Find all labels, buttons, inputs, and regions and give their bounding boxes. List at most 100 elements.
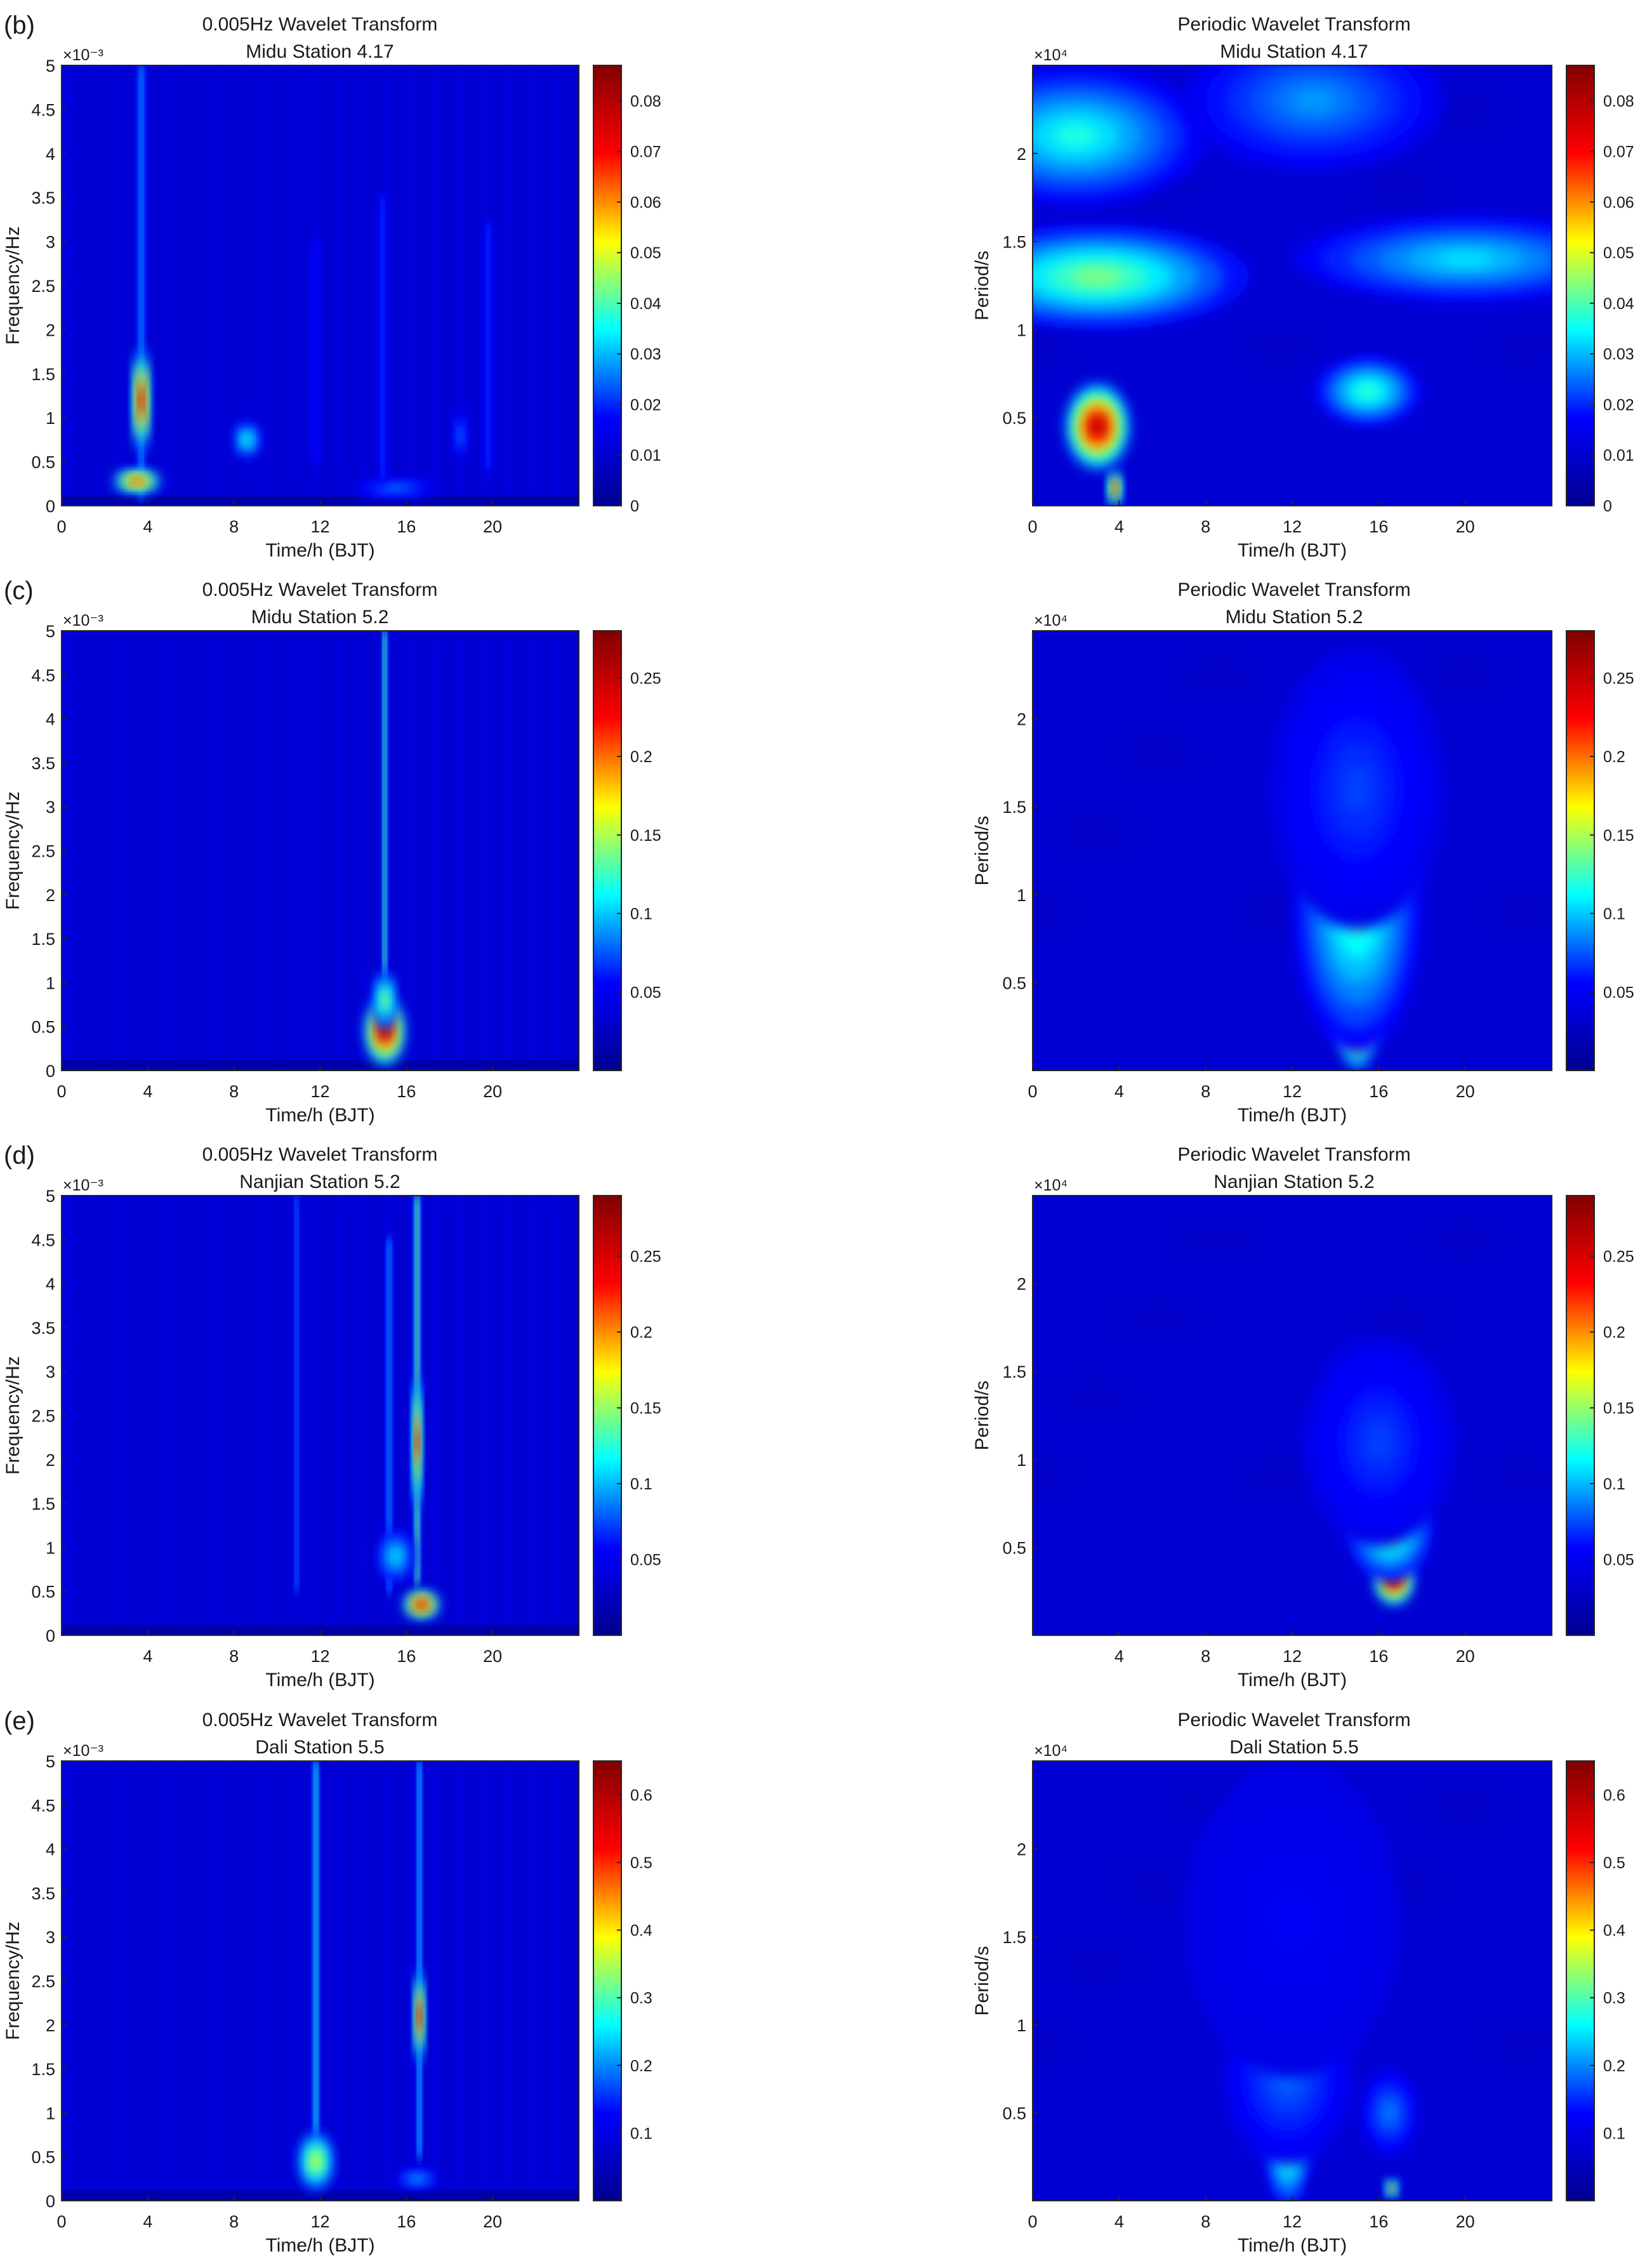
texture-streak <box>384 1761 390 2201</box>
colorbar-tick-label: 0.1 <box>630 1475 652 1493</box>
x-tick-label: 4 <box>1114 517 1124 536</box>
colorbar-tick-label: 0.2 <box>630 2057 652 2075</box>
texture-blob <box>1234 331 1323 364</box>
colorbar-tick-label: 0.2 <box>630 1324 652 1342</box>
heatmap-blob <box>139 391 143 409</box>
heatmap-blob <box>1359 385 1377 397</box>
texture-streak <box>286 1761 292 2201</box>
colorbar-tick-label: 0.2 <box>630 748 652 766</box>
texture-streak <box>408 1761 414 2201</box>
colorbar-tick-label: 0.05 <box>630 984 661 1001</box>
chart-title: 0.005Hz Wavelet Transform <box>202 14 438 35</box>
y-axis-label: Period/s <box>972 815 993 885</box>
y-tick-label: 1 <box>1017 886 1026 905</box>
texture-streak <box>91 1761 97 2201</box>
texture-blob <box>1111 1868 1200 1901</box>
heatmap-blob <box>388 486 403 491</box>
y-tick-label: 1 <box>46 2104 55 2123</box>
colorbar-tick-label: 0.01 <box>630 447 661 465</box>
heatmap-blob <box>313 2156 319 2166</box>
y-tick-label: 0.5 <box>1002 973 1026 992</box>
x-tick-label: 20 <box>1456 517 1475 536</box>
texture-streak <box>189 65 195 506</box>
heatmap-area <box>1033 1196 1552 1635</box>
chart-panel-0: 0 4 8 12 16 20 0 0.5 1 1.5 2 2.5 3 3.5 4 4.5 5 ×10⁻³ Time/… <box>3 11 661 561</box>
x-tick-label: 20 <box>1456 2212 1475 2231</box>
texture-streak <box>262 631 268 1071</box>
y-tick-label: 5 <box>46 56 55 76</box>
chart-subtitle: Midu Station 4.17 <box>1220 41 1368 62</box>
y-tick-label: 2 <box>46 886 55 905</box>
x-tick-label: 12 <box>310 1647 329 1666</box>
texture-streak <box>286 1196 292 1635</box>
texture-streak <box>555 631 560 1071</box>
texture-blob <box>1419 1788 1508 1822</box>
texture-blob <box>1050 1381 1139 1414</box>
colorbar-tick-label: 0.2 <box>1603 1324 1625 1342</box>
y-axis-label: Period/s <box>972 1946 993 2015</box>
texture-streak <box>457 1761 463 2201</box>
colorbar <box>1566 65 1595 506</box>
texture-blob <box>1481 2026 1552 2059</box>
y-tick-label: 0.5 <box>1002 1538 1026 1557</box>
chart-panel-7: 0 4 8 12 16 20 0.5 1 1.5 2 ×10⁴ Time/h (BJT) Period/… <box>972 1710 1625 2256</box>
x-axis-label: Time/h (BJT) <box>265 2235 374 2256</box>
texture-streak <box>506 1761 512 2201</box>
chart-panel-5: 4 8 12 16 20 0.5 1 1.5 2 ×10⁴ Time/h (BJT) Period/s… <box>972 1144 1634 1691</box>
heatmap-streak <box>295 1196 298 1592</box>
x-tick-label: 16 <box>1369 2212 1388 2231</box>
colorbar-tick-label: 0.1 <box>630 2125 652 2142</box>
y-tick-label: 3.5 <box>31 754 55 773</box>
x-tick-label: 8 <box>229 1647 239 1666</box>
panel-label: (e) <box>4 1707 35 1735</box>
x-tick-label: 12 <box>1283 1082 1302 1101</box>
x-tick-label: 20 <box>1456 1082 1475 1101</box>
y-tick-label: 0 <box>46 2192 55 2211</box>
texture-streak <box>262 1761 268 2201</box>
x-tick-label: 16 <box>397 2212 416 2231</box>
texture-blob <box>1173 1223 1262 1256</box>
y-tick-label: 2 <box>46 1451 55 1470</box>
chart-title: 0.005Hz Wavelet Transform <box>202 579 438 600</box>
y-tick-label: 1 <box>1017 320 1026 340</box>
x-tick-label: 4 <box>1114 1647 1124 1666</box>
colorbar-tick-label: 0.4 <box>630 1922 652 1940</box>
y-exponent-label: ×10⁻³ <box>63 1742 103 1760</box>
heatmap-area <box>62 1196 579 1635</box>
heatmap-blob <box>1389 2186 1394 2191</box>
colorbar-tick-label: 0.04 <box>630 295 661 313</box>
texture-streak <box>116 631 122 1071</box>
texture-blob <box>1033 895 1077 929</box>
x-tick-label: 4 <box>1114 1082 1124 1101</box>
x-tick-label: 0 <box>56 2212 66 2231</box>
texture-streak <box>506 631 512 1071</box>
chart-title: Periodic Wavelet Transform <box>1177 14 1410 35</box>
texture-streak <box>311 1196 317 1635</box>
colorbar-tick-label: 0 <box>630 498 639 515</box>
colorbar-tick-label: 0.25 <box>1603 1248 1634 1266</box>
colorbar <box>1566 630 1595 1071</box>
y-exponent-label: ×10⁻³ <box>63 46 103 64</box>
texture-streak <box>140 631 146 1071</box>
texture-streak <box>433 1761 439 2201</box>
heatmap-area <box>1033 65 1552 506</box>
texture-streak <box>433 1196 439 1635</box>
x-tick-label: 16 <box>1369 517 1388 536</box>
y-tick-label: 4.5 <box>31 666 55 685</box>
y-tick-label: 0.5 <box>31 2148 55 2167</box>
x-axis-label: Time/h (BJT) <box>1238 1670 1347 1691</box>
x-tick-label: 8 <box>1201 1647 1210 1666</box>
y-exponent-label: ×10⁻³ <box>63 612 103 630</box>
y-tick-label: 0.5 <box>1002 409 1026 428</box>
texture-streak <box>262 1196 268 1635</box>
texture-blob <box>1481 895 1552 929</box>
texture-streak <box>91 631 97 1071</box>
x-tick-label: 4 <box>143 1082 152 1101</box>
x-tick-label: 12 <box>1283 2212 1302 2231</box>
heatmap-streak <box>381 197 384 480</box>
x-axis-label: Time/h (BJT) <box>265 1670 374 1691</box>
colorbar <box>593 1195 622 1636</box>
panel-label: (b) <box>4 11 35 39</box>
x-axis-label: Time/h (BJT) <box>265 1105 374 1126</box>
chart-panel-3: 0 4 8 12 16 20 0.5 1 1.5 2 ×10⁴ Time/h (BJT) Period/… <box>972 579 1634 1126</box>
